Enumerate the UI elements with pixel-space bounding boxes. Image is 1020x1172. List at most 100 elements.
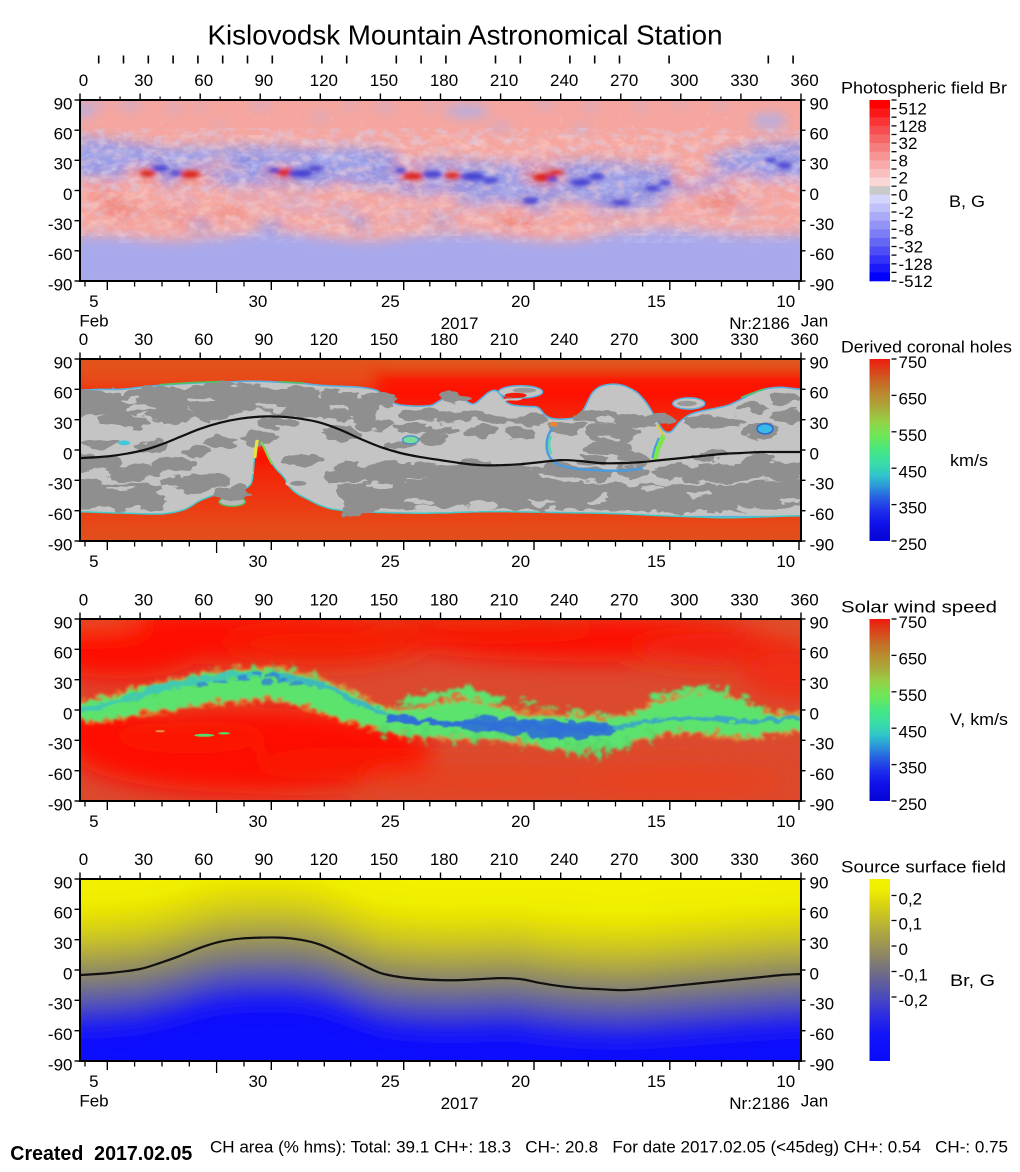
svg-text:350: 350 (899, 759, 927, 778)
svg-text:60: 60 (194, 850, 213, 869)
svg-text:270: 270 (610, 71, 638, 90)
svg-text:60: 60 (810, 904, 829, 923)
svg-text:210: 210 (490, 71, 518, 90)
svg-text:0: 0 (63, 964, 72, 983)
svg-text:650: 650 (899, 650, 927, 669)
svg-text:30: 30 (134, 591, 153, 610)
svg-text:2017: 2017 (441, 1094, 479, 1113)
svg-text:Nr:2186: Nr:2186 (729, 314, 789, 333)
svg-text:150: 150 (370, 71, 398, 90)
svg-text:330: 330 (730, 591, 758, 610)
svg-text:300: 300 (670, 71, 698, 90)
svg-text:0: 0 (899, 186, 908, 205)
svg-text:300: 300 (670, 330, 698, 349)
svg-text:0: 0 (810, 444, 819, 463)
svg-text:20: 20 (511, 552, 530, 571)
svg-text:60: 60 (54, 125, 73, 144)
svg-text:20: 20 (511, 292, 530, 311)
svg-text:180: 180 (430, 591, 458, 610)
svg-text:15: 15 (647, 292, 666, 311)
svg-text:km/s: km/s (950, 451, 988, 470)
svg-text:Feb: Feb (79, 312, 108, 331)
svg-text:-60: -60 (810, 245, 835, 264)
svg-text:90: 90 (810, 94, 829, 113)
svg-text:90: 90 (54, 94, 73, 113)
svg-text:30: 30 (810, 155, 829, 174)
svg-text:-30: -30 (48, 735, 73, 754)
svg-text:32: 32 (899, 134, 918, 153)
svg-text:210: 210 (490, 330, 518, 349)
svg-text:180: 180 (430, 71, 458, 90)
svg-text:0,1: 0,1 (899, 915, 923, 934)
svg-text:90: 90 (254, 71, 273, 90)
svg-text:-90: -90 (810, 275, 835, 294)
svg-text:30: 30 (248, 812, 267, 831)
svg-text:30: 30 (54, 934, 73, 953)
svg-text:-90: -90 (48, 795, 73, 814)
svg-text:180: 180 (430, 850, 458, 869)
svg-text:90: 90 (254, 591, 273, 610)
svg-text:0,2: 0,2 (899, 890, 923, 909)
svg-text:-90: -90 (810, 1055, 835, 1074)
svg-text:-30: -30 (810, 215, 835, 234)
svg-text:10: 10 (776, 1072, 795, 1091)
svg-text:90: 90 (254, 850, 273, 869)
svg-text:-32: -32 (899, 238, 924, 257)
svg-text:270: 270 (610, 850, 638, 869)
svg-text:60: 60 (810, 125, 829, 144)
svg-text:120: 120 (310, 591, 338, 610)
svg-text:450: 450 (899, 462, 927, 481)
svg-text:60: 60 (194, 330, 213, 349)
svg-text:0: 0 (79, 71, 88, 90)
svg-text:5: 5 (89, 1072, 98, 1091)
svg-text:Created 2017.02.05: Created 2017.02.05 (10, 1142, 192, 1165)
svg-text:-60: -60 (48, 505, 73, 524)
svg-text:360: 360 (790, 330, 818, 349)
svg-text:-30: -30 (48, 475, 73, 494)
svg-text:10: 10 (776, 812, 795, 831)
svg-text:-60: -60 (810, 765, 835, 784)
svg-text:-60: -60 (48, 765, 73, 784)
svg-text:-30: -30 (810, 995, 835, 1014)
svg-text:150: 150 (370, 591, 398, 610)
svg-text:330: 330 (730, 850, 758, 869)
svg-text:25: 25 (381, 292, 400, 311)
svg-text:25: 25 (381, 1072, 400, 1091)
svg-text:8: 8 (899, 151, 908, 170)
svg-text:450: 450 (899, 722, 927, 741)
svg-text:Source surface field: Source surface field (841, 858, 1006, 877)
svg-text:360: 360 (790, 591, 818, 610)
svg-text:-30: -30 (48, 995, 73, 1014)
svg-text:0: 0 (810, 185, 819, 204)
svg-text:90: 90 (54, 353, 73, 372)
svg-text:-0,1: -0,1 (899, 966, 928, 985)
svg-text:-30: -30 (810, 475, 835, 494)
svg-text:-60: -60 (810, 1025, 835, 1044)
svg-text:150: 150 (370, 330, 398, 349)
svg-text:90: 90 (54, 613, 73, 632)
svg-text:-90: -90 (810, 795, 835, 814)
svg-text:30: 30 (54, 414, 73, 433)
svg-text:V, km/s: V, km/s (950, 710, 1008, 729)
svg-text:20: 20 (511, 812, 530, 831)
svg-text:750: 750 (899, 613, 927, 632)
svg-text:-90: -90 (48, 535, 73, 554)
svg-text:120: 120 (310, 71, 338, 90)
svg-text:128: 128 (899, 117, 927, 136)
svg-text:60: 60 (194, 71, 213, 90)
svg-text:0: 0 (79, 850, 88, 869)
svg-text:5: 5 (89, 552, 98, 571)
svg-text:20: 20 (511, 1072, 530, 1091)
svg-text:2: 2 (899, 169, 908, 188)
svg-text:240: 240 (550, 71, 578, 90)
svg-text:90: 90 (54, 873, 73, 892)
svg-text:60: 60 (54, 904, 73, 923)
svg-text:Derived coronal holes: Derived coronal holes (841, 338, 1012, 357)
svg-text:90: 90 (810, 353, 829, 372)
svg-text:30: 30 (248, 552, 267, 571)
svg-text:30: 30 (810, 934, 829, 953)
svg-text:0: 0 (79, 591, 88, 610)
svg-text:30: 30 (810, 674, 829, 693)
svg-text:-60: -60 (810, 505, 835, 524)
svg-text:250: 250 (899, 795, 927, 814)
